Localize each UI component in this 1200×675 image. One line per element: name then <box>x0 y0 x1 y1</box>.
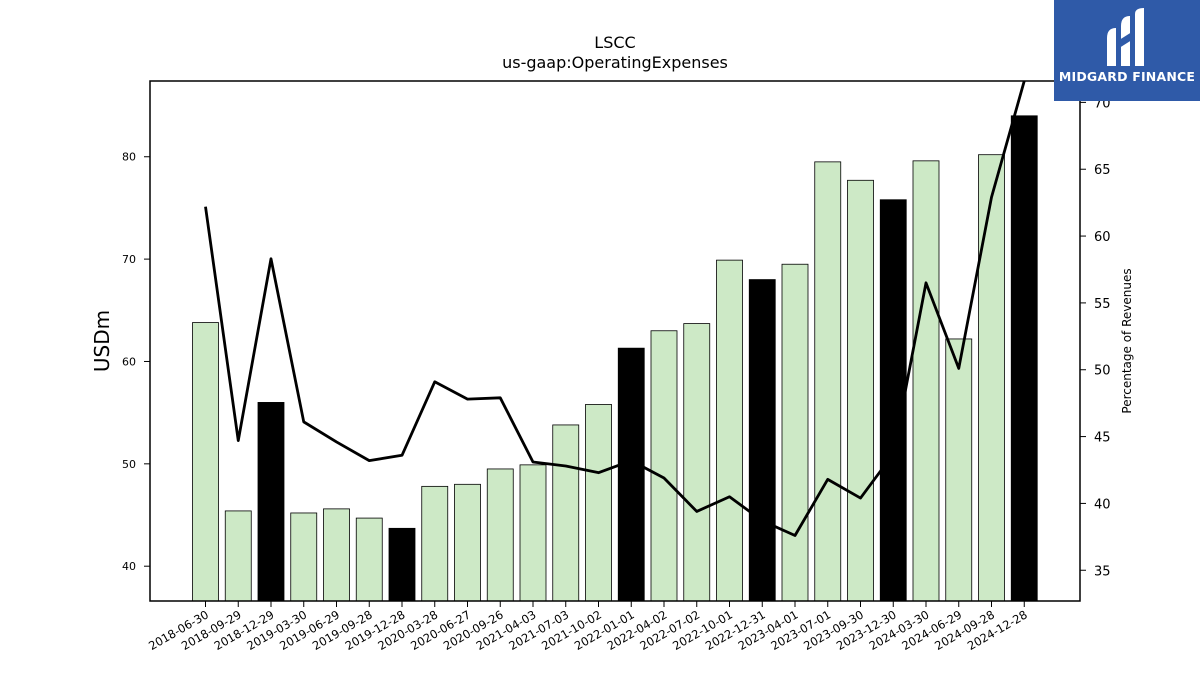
bar-2021-04-03 <box>519 464 547 602</box>
y2-tick-label-60: 60 <box>1094 230 1111 245</box>
bar-2021-07-03 <box>552 424 580 602</box>
bar-2019-09-28 <box>355 517 383 602</box>
chart-subtitle: us-gaap:OperatingExpenses <box>502 53 728 72</box>
line-group <box>204 80 1026 537</box>
bar-2022-04-02 <box>650 330 678 602</box>
bar-2018-12-29 <box>257 402 285 602</box>
y-axis-label: USDm <box>90 310 114 372</box>
bar-2023-12-30 <box>879 199 907 602</box>
chart-title: LSCC <box>594 33 635 52</box>
logo-mark-icon <box>1107 8 1144 66</box>
plot-frame <box>149 80 1081 602</box>
bar-2022-01-01 <box>617 347 645 602</box>
bar-2023-07-01 <box>814 161 842 602</box>
y-tick-label-40: 40 <box>122 560 136 573</box>
y2-tick-label-35: 35 <box>1094 564 1111 579</box>
line-series-percentage <box>204 80 1026 537</box>
left-axis-ticks: 40 50 60 70 80 <box>122 151 150 573</box>
bar-2023-04-01 <box>781 263 809 602</box>
bar-2019-06-29 <box>323 508 350 602</box>
bar-2024-12-28 <box>1010 115 1038 602</box>
bar-2019-03-30 <box>290 512 318 602</box>
bar-2022-12-31 <box>748 279 776 602</box>
logo-text: MIDGARD FINANCE <box>1058 69 1196 84</box>
bar-2024-03-30 <box>912 160 940 602</box>
y-tick-label-80: 80 <box>122 151 136 164</box>
bar-2020-06-27 <box>454 483 481 602</box>
y2-tick-label-65: 65 <box>1094 163 1111 178</box>
bar-2022-07-02 <box>683 323 711 602</box>
bar-2022-10-01 <box>716 259 743 602</box>
y-tick-label-70: 70 <box>122 253 136 266</box>
bar-2018-06-30 <box>192 322 219 602</box>
x-axis-ticks: 2018-06-302018-09-292018-12-292019-03-30… <box>146 601 1030 653</box>
bar-2021-10-02 <box>585 404 612 602</box>
brand-logo: MIDGARD FINANCE <box>1054 0 1200 101</box>
bar-2020-03-28 <box>421 485 449 602</box>
bar-2024-09-28 <box>978 154 1005 602</box>
y2-tick-label-50: 50 <box>1094 364 1111 379</box>
y2-axis-label: Percentage of Revenues <box>1120 268 1134 413</box>
y2-tick-label-45: 45 <box>1094 431 1111 446</box>
bar-2018-09-29 <box>224 510 252 602</box>
y2-tick-label-40: 40 <box>1094 497 1111 512</box>
bar-group <box>192 115 1038 602</box>
bar-2024-06-29 <box>945 338 973 602</box>
y-tick-label-60: 60 <box>122 355 136 368</box>
bar-2023-09-30 <box>847 179 874 602</box>
bar-2020-09-26 <box>486 468 514 602</box>
bar-2019-12-28 <box>388 527 416 602</box>
y-tick-label-50: 50 <box>122 458 136 471</box>
y2-tick-label-55: 55 <box>1094 297 1111 312</box>
